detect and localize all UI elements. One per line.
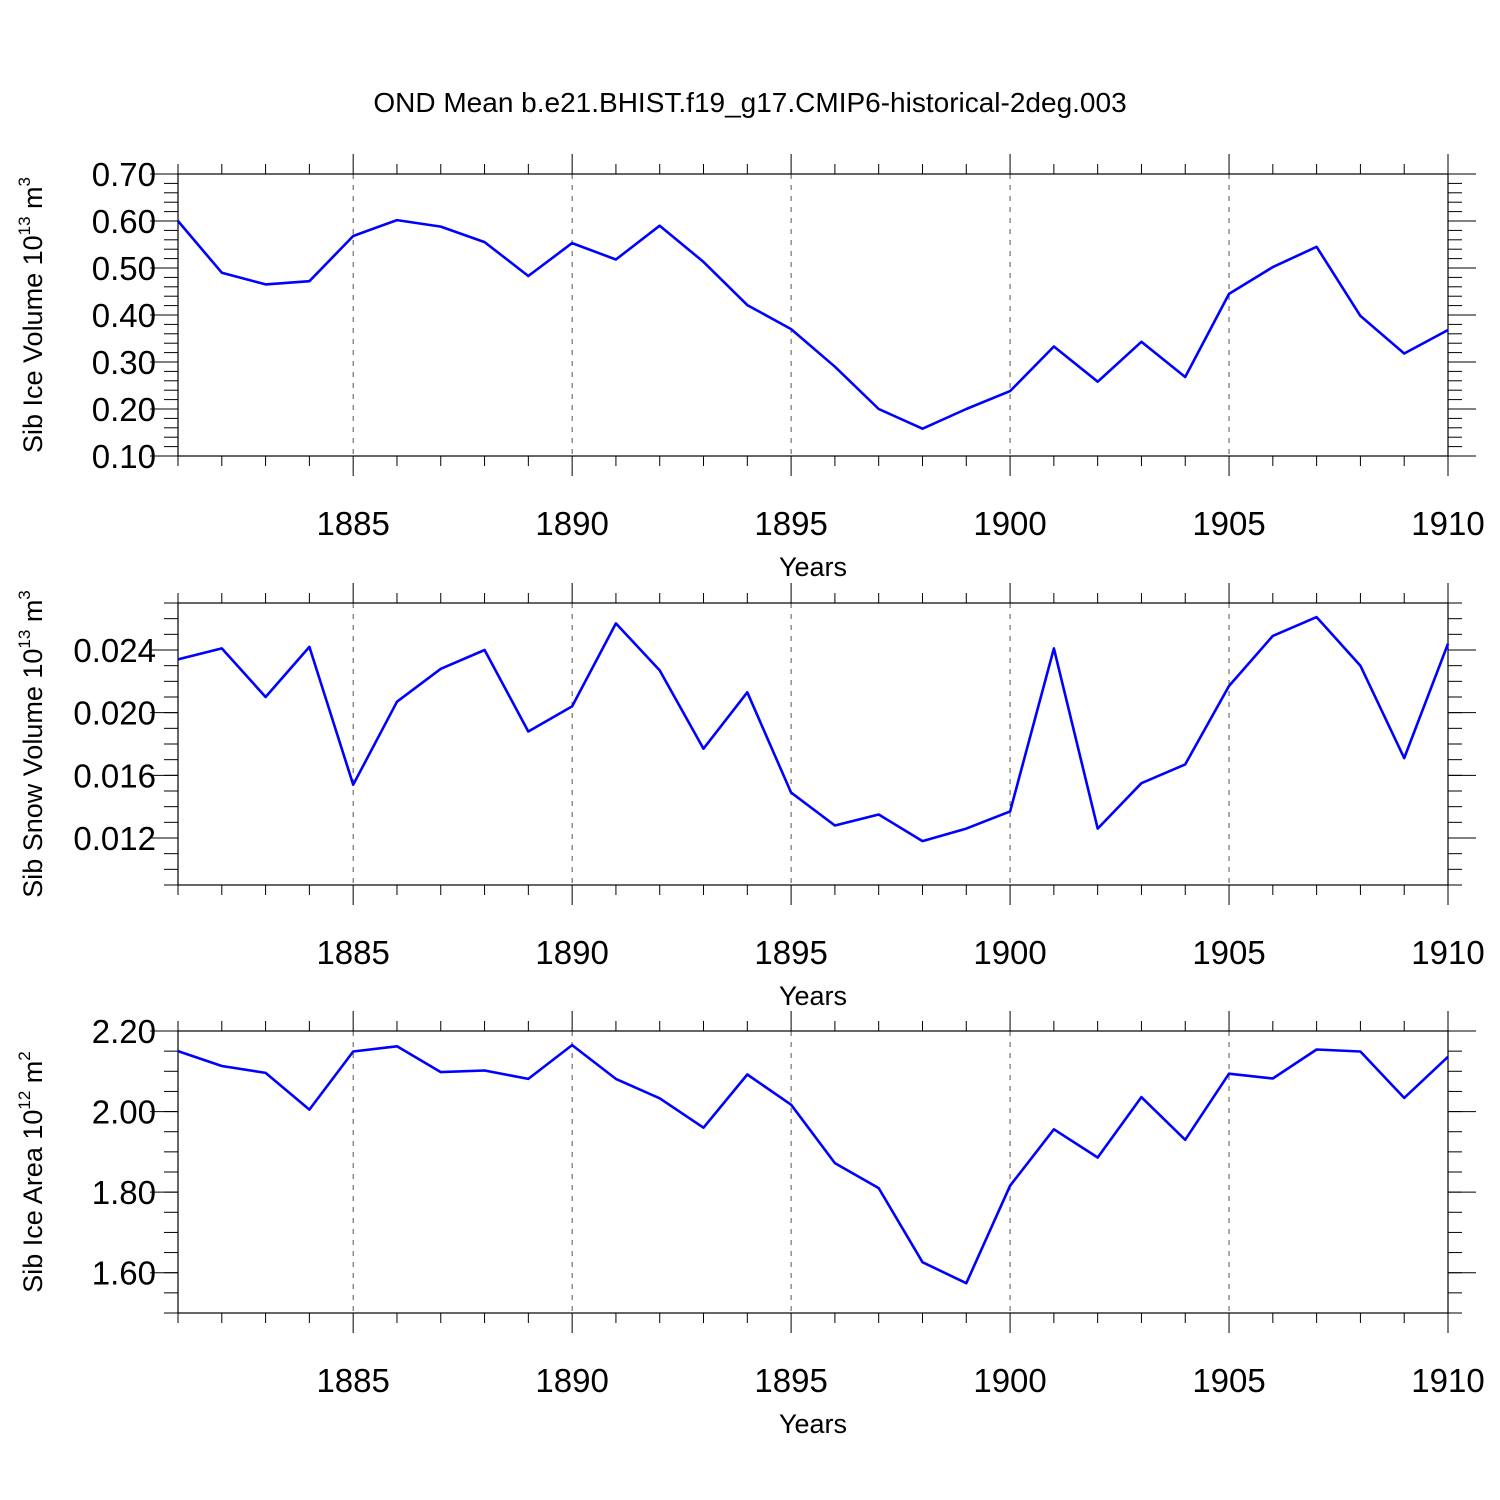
y-axis-label: Sib Ice Volume 1013 m3: [15, 177, 48, 453]
x-tick-label: 1895: [754, 1362, 827, 1399]
y-tick-label: 0.10: [92, 438, 156, 475]
y-tick-label: 0.020: [73, 695, 156, 732]
plot-frame: [177, 173, 1449, 457]
x-tick-label: 1885: [316, 934, 389, 971]
y-tick-label: 0.60: [92, 203, 156, 240]
x-axis-label: Years: [779, 552, 847, 582]
plot-frame: [177, 1030, 1449, 1314]
x-tick-label: 1890: [535, 1362, 608, 1399]
y-tick-label: 0.50: [92, 250, 156, 287]
y-tick-label: 0.024: [73, 632, 156, 669]
series-line: [177, 218, 1449, 431]
x-tick-label: 1910: [1411, 934, 1484, 971]
y-tick-label: 2.00: [92, 1094, 156, 1131]
x-axis-label: Years: [779, 1409, 847, 1439]
x-tick-label: 1890: [535, 505, 608, 542]
x-tick-label: 1900: [973, 934, 1046, 971]
panel-sib-ice-volume: 0.10 0.20 0.30 0.40 0.50 0.60 0.70 1885 1890 1895…: [15, 154, 1485, 582]
y-axis-label: Sib Ice Area 1012 m2: [15, 1051, 48, 1293]
y-tick-label: 0.20: [92, 391, 156, 428]
x-tick-label: 1910: [1411, 1362, 1484, 1399]
y-tick-label: 1.80: [92, 1174, 156, 1211]
panel-sib-ice-area: 1.60 1.80 2.00 2.20 1885 1890 1895 1900 1905 1910…: [15, 1011, 1485, 1439]
x-tick-label: 1905: [1192, 505, 1265, 542]
x-tick-label: 1910: [1411, 505, 1484, 542]
x-tick-label: 1905: [1192, 1362, 1265, 1399]
x-tick-label: 1900: [973, 1362, 1046, 1399]
series-line: [177, 615, 1450, 843]
y-tick-label: 0.40: [92, 297, 156, 334]
y-tick-label: 2.20: [92, 1013, 156, 1050]
x-tick-label: 1895: [754, 934, 827, 971]
x-tick-label: 1900: [973, 505, 1046, 542]
y-tick-label: 0.70: [92, 156, 156, 193]
series-line: [177, 1043, 1449, 1285]
panel-sib-snow-volume: 0.012 0.016 0.020 0.024 1885 1890 1895 1900 1905…: [15, 583, 1485, 1011]
y-tick-label: 1.60: [92, 1255, 156, 1292]
x-tick-label: 1885: [316, 1362, 389, 1399]
x-tick-label: 1905: [1192, 934, 1265, 971]
x-tick-label: 1885: [316, 505, 389, 542]
y-tick-label: 0.016: [73, 757, 156, 794]
plot-frame: [177, 602, 1449, 886]
x-tick-label: 1890: [535, 934, 608, 971]
y-tick-label: 0.30: [92, 344, 156, 381]
chart-title: OND Mean b.e21.BHIST.f19_g17.CMIP6-histo…: [373, 87, 1126, 118]
y-tick-label: 0.012: [73, 820, 156, 857]
x-tick-label: 1895: [754, 505, 827, 542]
y-axis-label: Sib Snow Volume 1013 m3: [15, 590, 48, 898]
x-axis-label: Years: [779, 981, 847, 1011]
